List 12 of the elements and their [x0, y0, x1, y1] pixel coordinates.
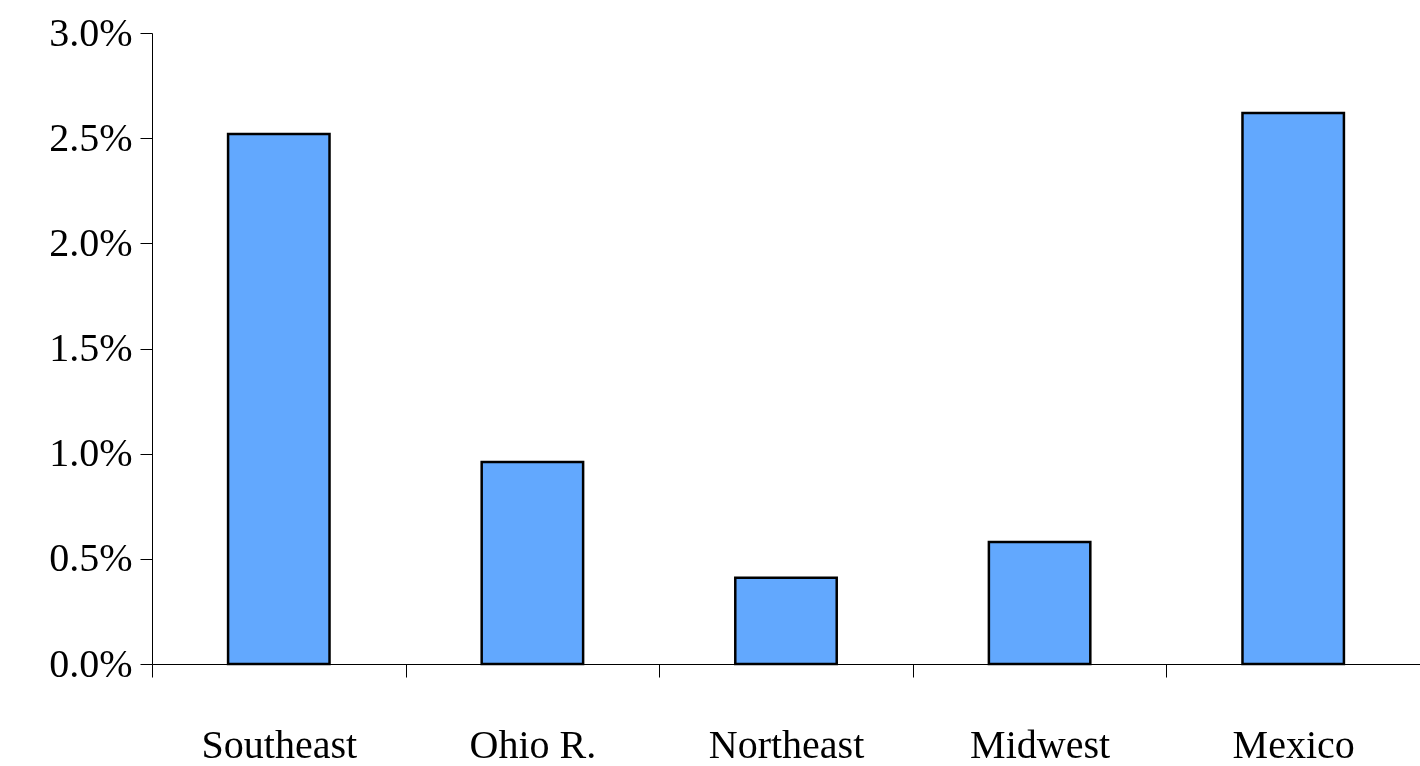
y-tick-label: 0.5%: [49, 535, 133, 581]
y-tick-label: 2.5%: [49, 114, 133, 160]
x-tick-label: Midwest: [970, 721, 1111, 766]
y-tick-label: 0.0%: [49, 640, 133, 686]
x-tick-label: Southeast: [201, 721, 358, 766]
y-tick-label: 2.0%: [49, 219, 133, 265]
y-tick-label: 1.0%: [49, 430, 133, 476]
x-tick-label: Northeast: [708, 721, 865, 766]
y-tick-label: 1.5%: [49, 325, 133, 370]
y-tick-label: 3.0%: [49, 9, 133, 55]
x-tick-label: Mexico: [1232, 721, 1355, 766]
x-tick-label: Ohio R.: [469, 721, 597, 766]
